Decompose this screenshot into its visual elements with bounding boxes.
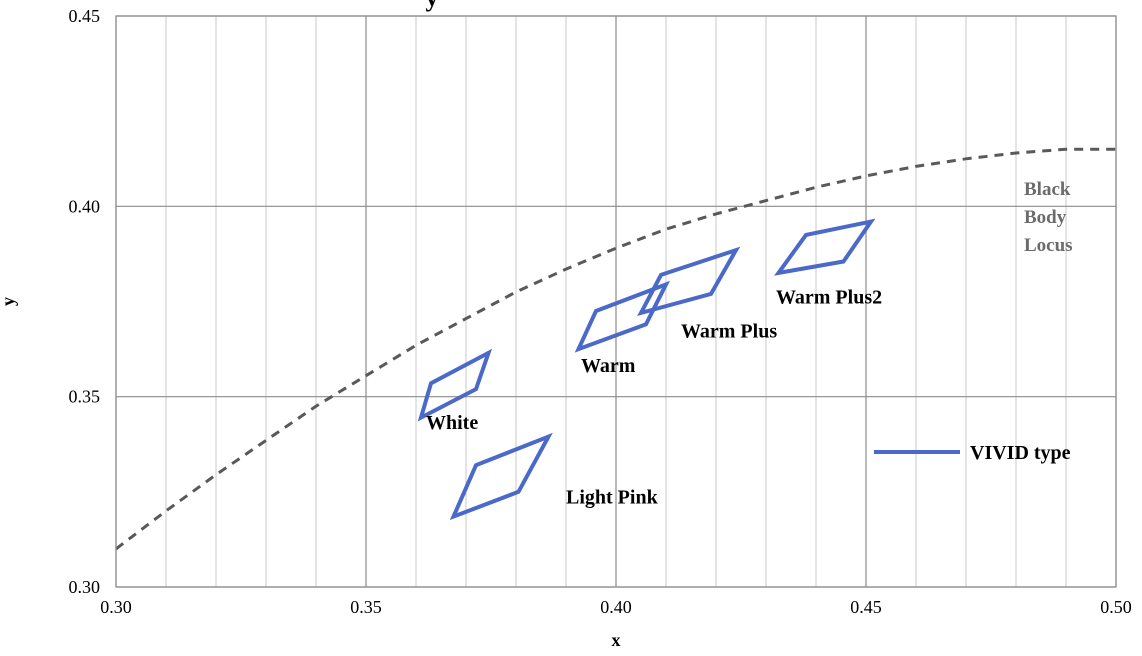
region-warm-plus2 (773, 218, 876, 276)
y-tick-label: 0.40 (69, 196, 101, 216)
legend-label: VIVID type (970, 442, 1071, 464)
region-label: White (426, 412, 478, 434)
y-tick-label: 0.30 (69, 577, 101, 597)
x-tick-label: 0.45 (850, 597, 882, 617)
x-tick-label: 0.50 (1100, 597, 1132, 617)
region-label: Warm Plus2 (776, 286, 882, 308)
locus-label: Body (1024, 207, 1067, 228)
region-warm (574, 280, 671, 353)
region-white (417, 348, 493, 422)
legend: VIVID type (874, 442, 1071, 464)
x-tick-label: 0.40 (600, 597, 632, 617)
black-body-locus-line (115, 147, 1116, 551)
region-label: Light Pink (566, 486, 659, 508)
black-body-locus (115, 147, 1116, 551)
y-tick-label: 0.45 (69, 6, 101, 26)
x-axis-title: x (612, 630, 621, 650)
region-label: Warm (581, 355, 636, 377)
y-axis-title: y (0, 297, 18, 306)
x-tick-label: 0.30 (100, 597, 132, 617)
plot-frame (115, 15, 1117, 588)
y-tick-label: 0.35 (69, 387, 101, 407)
locus-label: Locus (1024, 235, 1073, 256)
region-warm-plus (637, 246, 741, 317)
vivid-regions (417, 218, 876, 521)
region-light-pink (449, 432, 553, 521)
annotations: White Light Pink Warm Warm Plus Warm Plus2 Bl… (426, 179, 1073, 508)
region-label: Warm Plus (681, 321, 777, 343)
locus-label: Black (1024, 179, 1071, 200)
chart-title: y (426, 0, 439, 12)
x-tick-label: 0.35 (350, 597, 382, 617)
